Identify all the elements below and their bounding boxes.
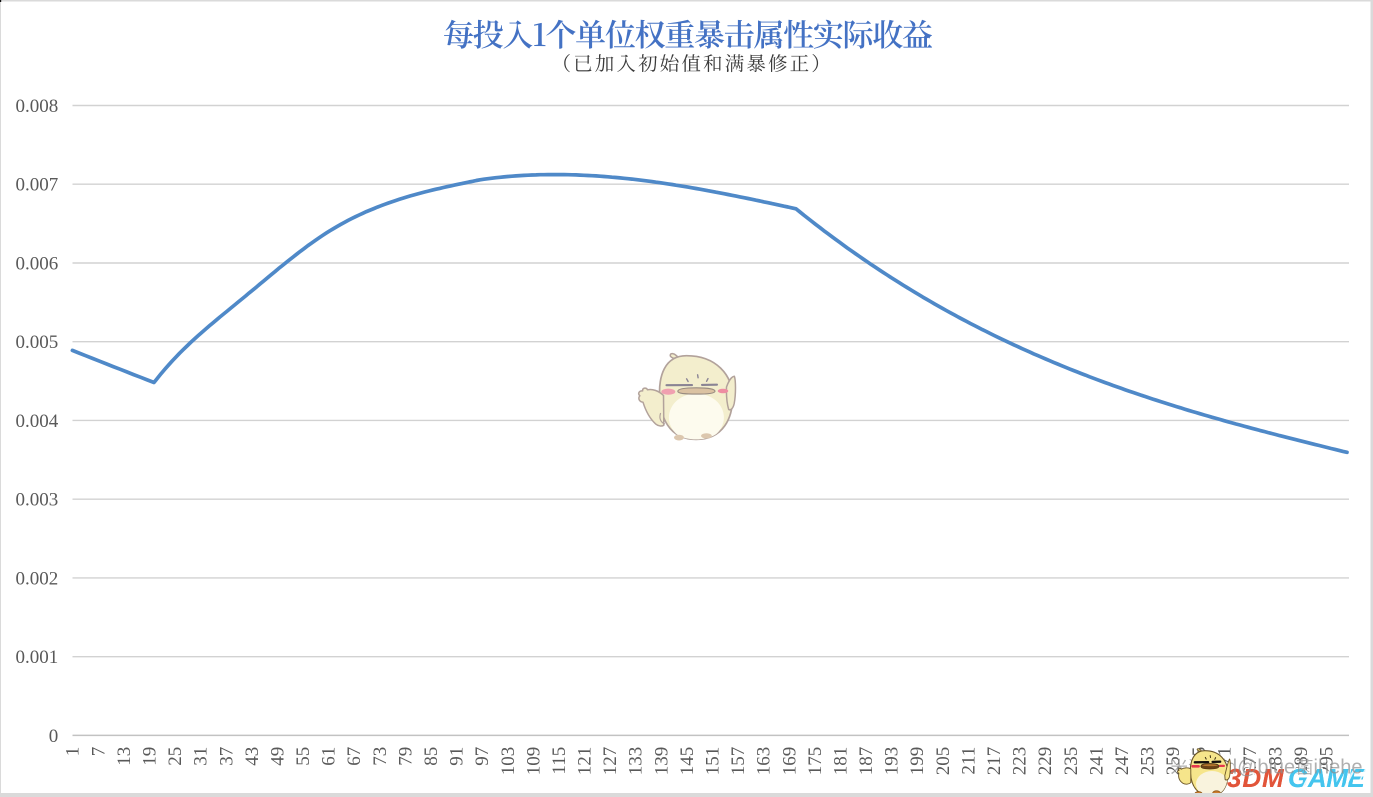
svg-text:0.006: 0.006 — [16, 253, 59, 274]
svg-text:GAME: GAME — [1288, 763, 1365, 793]
svg-text:79: 79 — [395, 747, 416, 766]
svg-text:0.003: 0.003 — [16, 490, 59, 511]
svg-text:199: 199 — [907, 747, 928, 776]
svg-text:205: 205 — [933, 747, 954, 776]
svg-text:0.001: 0.001 — [16, 647, 59, 668]
svg-text:97: 97 — [472, 747, 493, 766]
svg-text:61: 61 — [319, 747, 340, 766]
svg-text:187: 187 — [856, 747, 877, 776]
svg-text:223: 223 — [1010, 747, 1031, 776]
svg-text:3DM: 3DM — [1227, 763, 1285, 793]
svg-text:0.002: 0.002 — [16, 568, 59, 589]
svg-text:175: 175 — [805, 747, 826, 776]
svg-text:3DM: 3DM — [1227, 763, 1285, 793]
svg-text:163: 163 — [754, 747, 775, 776]
svg-text:181: 181 — [831, 747, 852, 776]
svg-text:253: 253 — [1138, 747, 1159, 776]
svg-text:151: 151 — [703, 747, 724, 776]
svg-text:217: 217 — [984, 747, 1005, 776]
svg-text:295: 295 — [1317, 747, 1338, 776]
svg-text:157: 157 — [728, 747, 749, 776]
svg-text:145: 145 — [677, 747, 698, 776]
svg-text:103: 103 — [498, 747, 519, 776]
svg-text:85: 85 — [421, 747, 442, 766]
svg-text:115: 115 — [549, 747, 570, 775]
svg-text:49: 49 — [267, 747, 288, 766]
svg-text:ihehe: ihehe — [1314, 757, 1363, 779]
svg-text:73: 73 — [370, 747, 391, 766]
svg-text:193: 193 — [882, 747, 903, 776]
svg-text:0.005: 0.005 — [16, 332, 59, 353]
svg-text:241: 241 — [1086, 747, 1107, 776]
svg-text:277: 277 — [1240, 747, 1261, 776]
svg-text:7: 7 — [88, 747, 109, 757]
svg-text:19: 19 — [140, 747, 161, 766]
svg-text:109: 109 — [523, 747, 544, 776]
svg-text:0.008: 0.008 — [16, 96, 59, 117]
svg-text:id@blue: id@blue — [1222, 757, 1296, 779]
svg-text:67: 67 — [344, 747, 365, 766]
svg-text:121: 121 — [575, 747, 596, 776]
svg-text:43: 43 — [242, 747, 263, 766]
svg-text:139: 139 — [651, 747, 672, 776]
svg-text:0.004: 0.004 — [16, 411, 59, 432]
svg-text:0.007: 0.007 — [16, 175, 59, 196]
svg-text:133: 133 — [626, 747, 647, 776]
svg-text:55: 55 — [293, 747, 314, 766]
svg-text:283: 283 — [1266, 747, 1287, 776]
svg-text:1: 1 — [63, 747, 84, 757]
svg-text:31: 31 — [191, 747, 212, 766]
svg-text:37: 37 — [216, 747, 237, 766]
svg-text:235: 235 — [1061, 747, 1082, 776]
svg-text:169: 169 — [779, 747, 800, 776]
svg-text:25: 25 — [165, 747, 186, 766]
svg-text:247: 247 — [1112, 747, 1133, 776]
svg-text:127: 127 — [600, 747, 621, 776]
svg-text:91: 91 — [447, 747, 468, 766]
svg-text:229: 229 — [1035, 747, 1056, 776]
svg-text:211: 211 — [958, 747, 979, 775]
svg-text:13: 13 — [114, 747, 135, 766]
svg-text:0: 0 — [49, 726, 59, 747]
